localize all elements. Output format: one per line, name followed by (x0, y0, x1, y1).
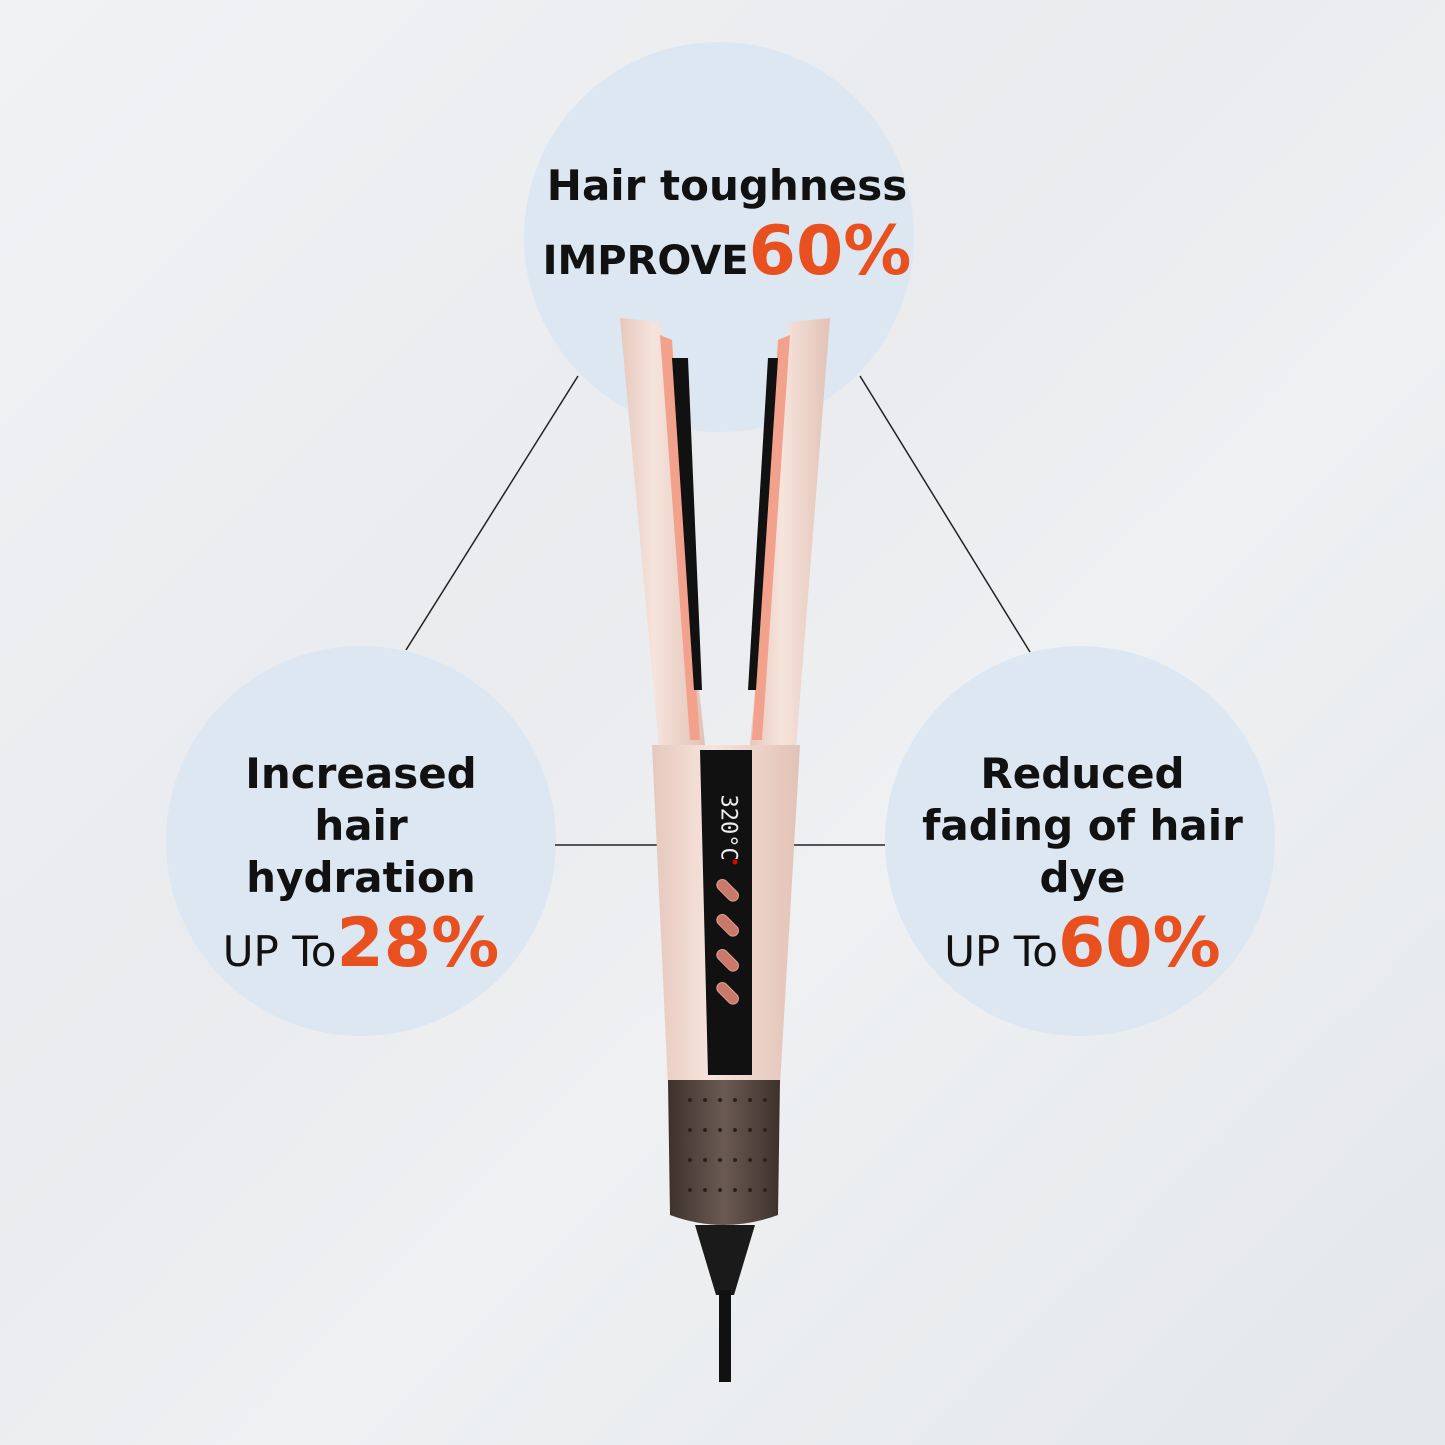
feature-left: Increased hair hydration UP To28% (196, 748, 526, 983)
feature-value: 28% (336, 904, 500, 983)
feature-value: 60% (748, 212, 912, 291)
cord-guard (695, 1225, 755, 1295)
feature-prefix: UP To (944, 927, 1058, 976)
display-panel (700, 750, 752, 1075)
feature-title: Hair toughness (546, 161, 908, 210)
feature-value: 60% (1057, 904, 1221, 983)
temperature-display: 320°C (715, 794, 741, 861)
connector-lines (405, 375, 1031, 846)
right-arm (750, 318, 830, 760)
bubble-top (524, 42, 914, 432)
feature-top: Hair toughness IMPROVE60% (524, 160, 930, 291)
bubble-right (885, 646, 1275, 1036)
feature-prefix: IMPROVE (542, 238, 749, 284)
feature-title: Reduced fading of hair dye (922, 749, 1243, 902)
grip-holes (688, 1098, 767, 1192)
bubble-left (166, 646, 556, 1036)
feature-title: Increased hair hydration (245, 749, 477, 902)
feature-right: Reduced fading of hair dye UP To60% (905, 748, 1260, 983)
control-buttons (716, 879, 739, 1005)
right-plate (752, 335, 790, 740)
grip (668, 1080, 780, 1225)
feature-prefix: UP To (222, 927, 337, 976)
cord (719, 1290, 731, 1382)
left-plate (660, 335, 700, 740)
